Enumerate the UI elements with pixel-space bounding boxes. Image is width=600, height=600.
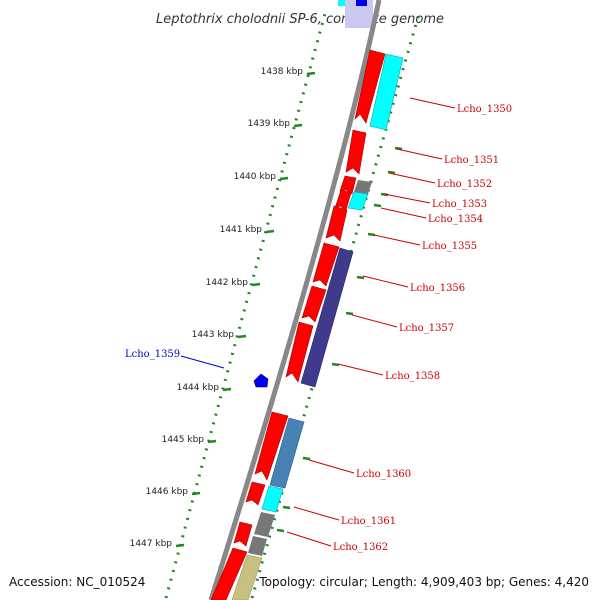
- kbp-tick-label: 1446 kbp: [146, 487, 189, 497]
- kbp-scale: 1438 kbp 1439 kbp 1440 kbp 1441 kbp 1442…: [130, 67, 316, 549]
- kbp-tick-label: 1445 kbp: [162, 435, 205, 445]
- gene-lcho-1361-arrow[interactable]: [245, 481, 266, 506]
- accession-text: Accession: NC_010524: [9, 575, 145, 589]
- gene-label-lcho-1361[interactable]: Lcho_1361: [341, 516, 396, 527]
- gene-label-lcho-1352[interactable]: Lcho_1352: [437, 179, 492, 190]
- kbp-tick-mark: [237, 334, 247, 339]
- cog-box-lcho-1353: [347, 191, 369, 211]
- kbp-tick-mark: [279, 176, 289, 181]
- gene-label-lcho-1359[interactable]: Lcho_1359: [125, 349, 180, 360]
- kbp-tick-mark: [191, 491, 201, 496]
- cog-box-lcho-1360: [269, 417, 305, 489]
- cog-box-lcho-1362-upper: [254, 512, 275, 537]
- gene-lcho-1360-arrow[interactable]: [254, 411, 289, 481]
- top-feature-blue: [356, 0, 367, 6]
- kbp-tick-mark: [175, 543, 185, 548]
- kbp-tick-mark: [251, 282, 261, 287]
- gene-lcho-1353-arrow[interactable]: [334, 189, 352, 211]
- gene-label-lcho-1354[interactable]: Lcho_1354: [428, 214, 483, 225]
- kbp-tick-mark: [265, 229, 275, 234]
- gene-label-lcho-1351[interactable]: Lcho_1351: [444, 155, 499, 166]
- gene-partial-bottom-arrow[interactable]: [210, 547, 248, 600]
- kbp-tick-label: 1440 kbp: [234, 172, 277, 182]
- cog-box-lcho-1362-lower: [248, 536, 267, 556]
- gene-lcho-1359-arrow[interactable]: [253, 373, 269, 388]
- gene-lcho-1352-arrow[interactable]: [339, 175, 357, 195]
- gene-label-lcho-1362[interactable]: Lcho_1362: [333, 542, 388, 553]
- cog-box-lcho-1356-1358: [300, 247, 354, 388]
- gene-label-lcho-1355[interactable]: Lcho_1355: [422, 241, 477, 252]
- kbp-tick-mark: [293, 123, 303, 128]
- inner-track-ticks: [276, 146, 403, 533]
- kbp-tick-label: 1439 kbp: [248, 119, 291, 129]
- kbp-tick-label: 1442 kbp: [206, 278, 249, 288]
- cog-box-lcho-1352: [354, 180, 372, 194]
- cog-box-partial-bottom: [231, 554, 263, 600]
- genome-summary-text: Topology: circular; Length: 4,909,403 bp…: [258, 575, 589, 589]
- kbp-tick-label: 1441 kbp: [220, 225, 263, 235]
- kbp-tick-label: 1447 kbp: [130, 539, 173, 549]
- map-title: Leptothrix cholodnii SP-6, complete geno…: [156, 12, 444, 27]
- cog-box-lcho-1350: [369, 53, 404, 131]
- kbp-tick-label: 1438 kbp: [261, 67, 304, 77]
- kbp-tick-mark: [222, 387, 232, 392]
- gene-lcho-1362-arrow[interactable]: [233, 521, 253, 547]
- gene-label-lcho-1350[interactable]: Lcho_1350: [457, 104, 512, 115]
- kbp-tick-mark: [207, 439, 217, 444]
- gene-lcho-1355-arrow[interactable]: [325, 205, 348, 242]
- gene-label-lcho-1358[interactable]: Lcho_1358: [385, 371, 440, 382]
- gene-label-lcho-1360[interactable]: Lcho_1360: [356, 469, 411, 480]
- genome-backbone: [208, 0, 382, 600]
- gene-label-lcho-1357[interactable]: Lcho_1357: [399, 323, 454, 334]
- kbp-tick-label: 1444 kbp: [177, 383, 220, 393]
- gene-label-lcho-1356[interactable]: Lcho_1356: [410, 283, 465, 294]
- gene-lcho-1351-arrow[interactable]: [345, 129, 367, 175]
- cog-box-lcho-1361: [261, 485, 284, 513]
- gene-lcho-1356-arrow[interactable]: [312, 242, 340, 287]
- gene-lcho-1357-arrow[interactable]: [301, 285, 327, 323]
- gene-label-lcho-1353[interactable]: Lcho_1353: [432, 199, 487, 210]
- kbp-tick-label: 1443 kbp: [192, 330, 235, 340]
- gene-lcho-1350-arrow[interactable]: [354, 49, 386, 124]
- gene-lcho-1358-arrow[interactable]: [285, 321, 314, 383]
- gene-leader-lines: [180, 97, 456, 547]
- kbp-tick-mark: [306, 71, 316, 76]
